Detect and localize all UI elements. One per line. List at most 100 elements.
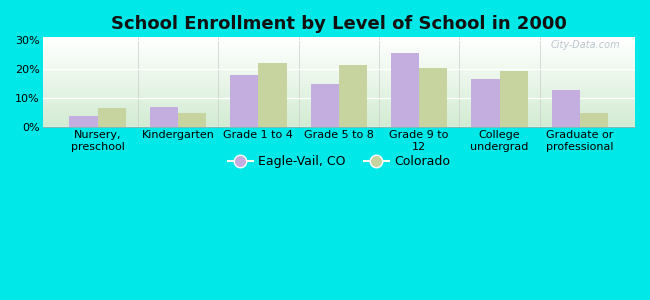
Bar bbox=[391, 53, 419, 127]
Bar bbox=[42, 79, 635, 80]
Bar bbox=[42, 103, 635, 104]
Bar bbox=[42, 77, 635, 78]
Title: School Enrollment by Level of School in 2000: School Enrollment by Level of School in … bbox=[111, 15, 567, 33]
Bar bbox=[42, 87, 635, 88]
Bar bbox=[42, 65, 635, 66]
Bar bbox=[42, 118, 635, 119]
Bar bbox=[42, 52, 635, 53]
Bar bbox=[42, 93, 635, 94]
Bar bbox=[42, 84, 635, 85]
Bar bbox=[42, 108, 635, 109]
Bar bbox=[42, 114, 635, 115]
Bar bbox=[42, 41, 635, 42]
Bar bbox=[552, 90, 580, 127]
Bar bbox=[42, 91, 635, 92]
Bar bbox=[42, 81, 635, 82]
Bar bbox=[42, 101, 635, 102]
Bar bbox=[42, 44, 635, 45]
Bar bbox=[70, 116, 98, 127]
Bar bbox=[230, 75, 258, 127]
Bar bbox=[42, 97, 635, 98]
Bar bbox=[42, 76, 635, 77]
Bar bbox=[42, 61, 635, 62]
Bar bbox=[258, 63, 287, 127]
Bar bbox=[42, 113, 635, 114]
Bar bbox=[42, 37, 635, 38]
Bar bbox=[42, 51, 635, 52]
Bar bbox=[42, 86, 635, 87]
Bar bbox=[42, 116, 635, 117]
Bar bbox=[42, 90, 635, 91]
Bar bbox=[42, 123, 635, 124]
Bar bbox=[42, 38, 635, 39]
Bar bbox=[311, 84, 339, 127]
Bar bbox=[178, 113, 206, 127]
Bar bbox=[42, 125, 635, 126]
Bar bbox=[42, 40, 635, 41]
Bar bbox=[42, 124, 635, 125]
Bar bbox=[42, 49, 635, 50]
Bar bbox=[42, 104, 635, 105]
Bar bbox=[42, 48, 635, 49]
Bar bbox=[42, 73, 635, 74]
Bar bbox=[42, 59, 635, 60]
Bar bbox=[42, 68, 635, 69]
Bar bbox=[42, 117, 635, 118]
Bar bbox=[42, 95, 635, 96]
Bar bbox=[42, 94, 635, 95]
Bar bbox=[42, 106, 635, 107]
Bar bbox=[42, 102, 635, 103]
Bar bbox=[42, 122, 635, 123]
Bar bbox=[42, 70, 635, 71]
Bar bbox=[42, 92, 635, 93]
Bar bbox=[42, 105, 635, 106]
Legend: Eagle-Vail, CO, Colorado: Eagle-Vail, CO, Colorado bbox=[223, 150, 455, 173]
Bar bbox=[42, 88, 635, 89]
Bar bbox=[42, 82, 635, 83]
Bar bbox=[339, 65, 367, 127]
Bar bbox=[42, 64, 635, 65]
Bar bbox=[42, 120, 635, 121]
Bar bbox=[42, 71, 635, 72]
Bar bbox=[42, 57, 635, 58]
Bar bbox=[42, 67, 635, 68]
Bar bbox=[42, 126, 635, 127]
Bar bbox=[42, 74, 635, 75]
Bar bbox=[42, 47, 635, 48]
Bar bbox=[42, 109, 635, 110]
Bar bbox=[42, 60, 635, 61]
Bar bbox=[42, 121, 635, 122]
Bar bbox=[500, 71, 528, 127]
Bar bbox=[42, 54, 635, 55]
Bar bbox=[150, 107, 178, 127]
Bar bbox=[419, 68, 447, 127]
Bar bbox=[42, 75, 635, 76]
Bar bbox=[42, 107, 635, 108]
Bar bbox=[42, 42, 635, 43]
Bar bbox=[42, 119, 635, 120]
Bar bbox=[42, 66, 635, 67]
Bar bbox=[42, 100, 635, 101]
Bar bbox=[42, 62, 635, 63]
Bar bbox=[471, 80, 500, 127]
Bar bbox=[580, 113, 608, 127]
Bar bbox=[42, 85, 635, 86]
Bar bbox=[42, 39, 635, 40]
Bar bbox=[42, 112, 635, 113]
Bar bbox=[42, 111, 635, 112]
Bar bbox=[98, 108, 125, 127]
Bar bbox=[42, 89, 635, 90]
Bar bbox=[42, 83, 635, 84]
Bar bbox=[42, 99, 635, 100]
Bar bbox=[42, 96, 635, 97]
Bar bbox=[42, 98, 635, 99]
Bar bbox=[42, 56, 635, 57]
Bar bbox=[42, 46, 635, 47]
Bar bbox=[42, 53, 635, 54]
Bar bbox=[42, 69, 635, 70]
Bar bbox=[42, 78, 635, 79]
Bar bbox=[42, 115, 635, 116]
Bar bbox=[42, 63, 635, 64]
Bar bbox=[42, 45, 635, 46]
Bar bbox=[42, 55, 635, 56]
